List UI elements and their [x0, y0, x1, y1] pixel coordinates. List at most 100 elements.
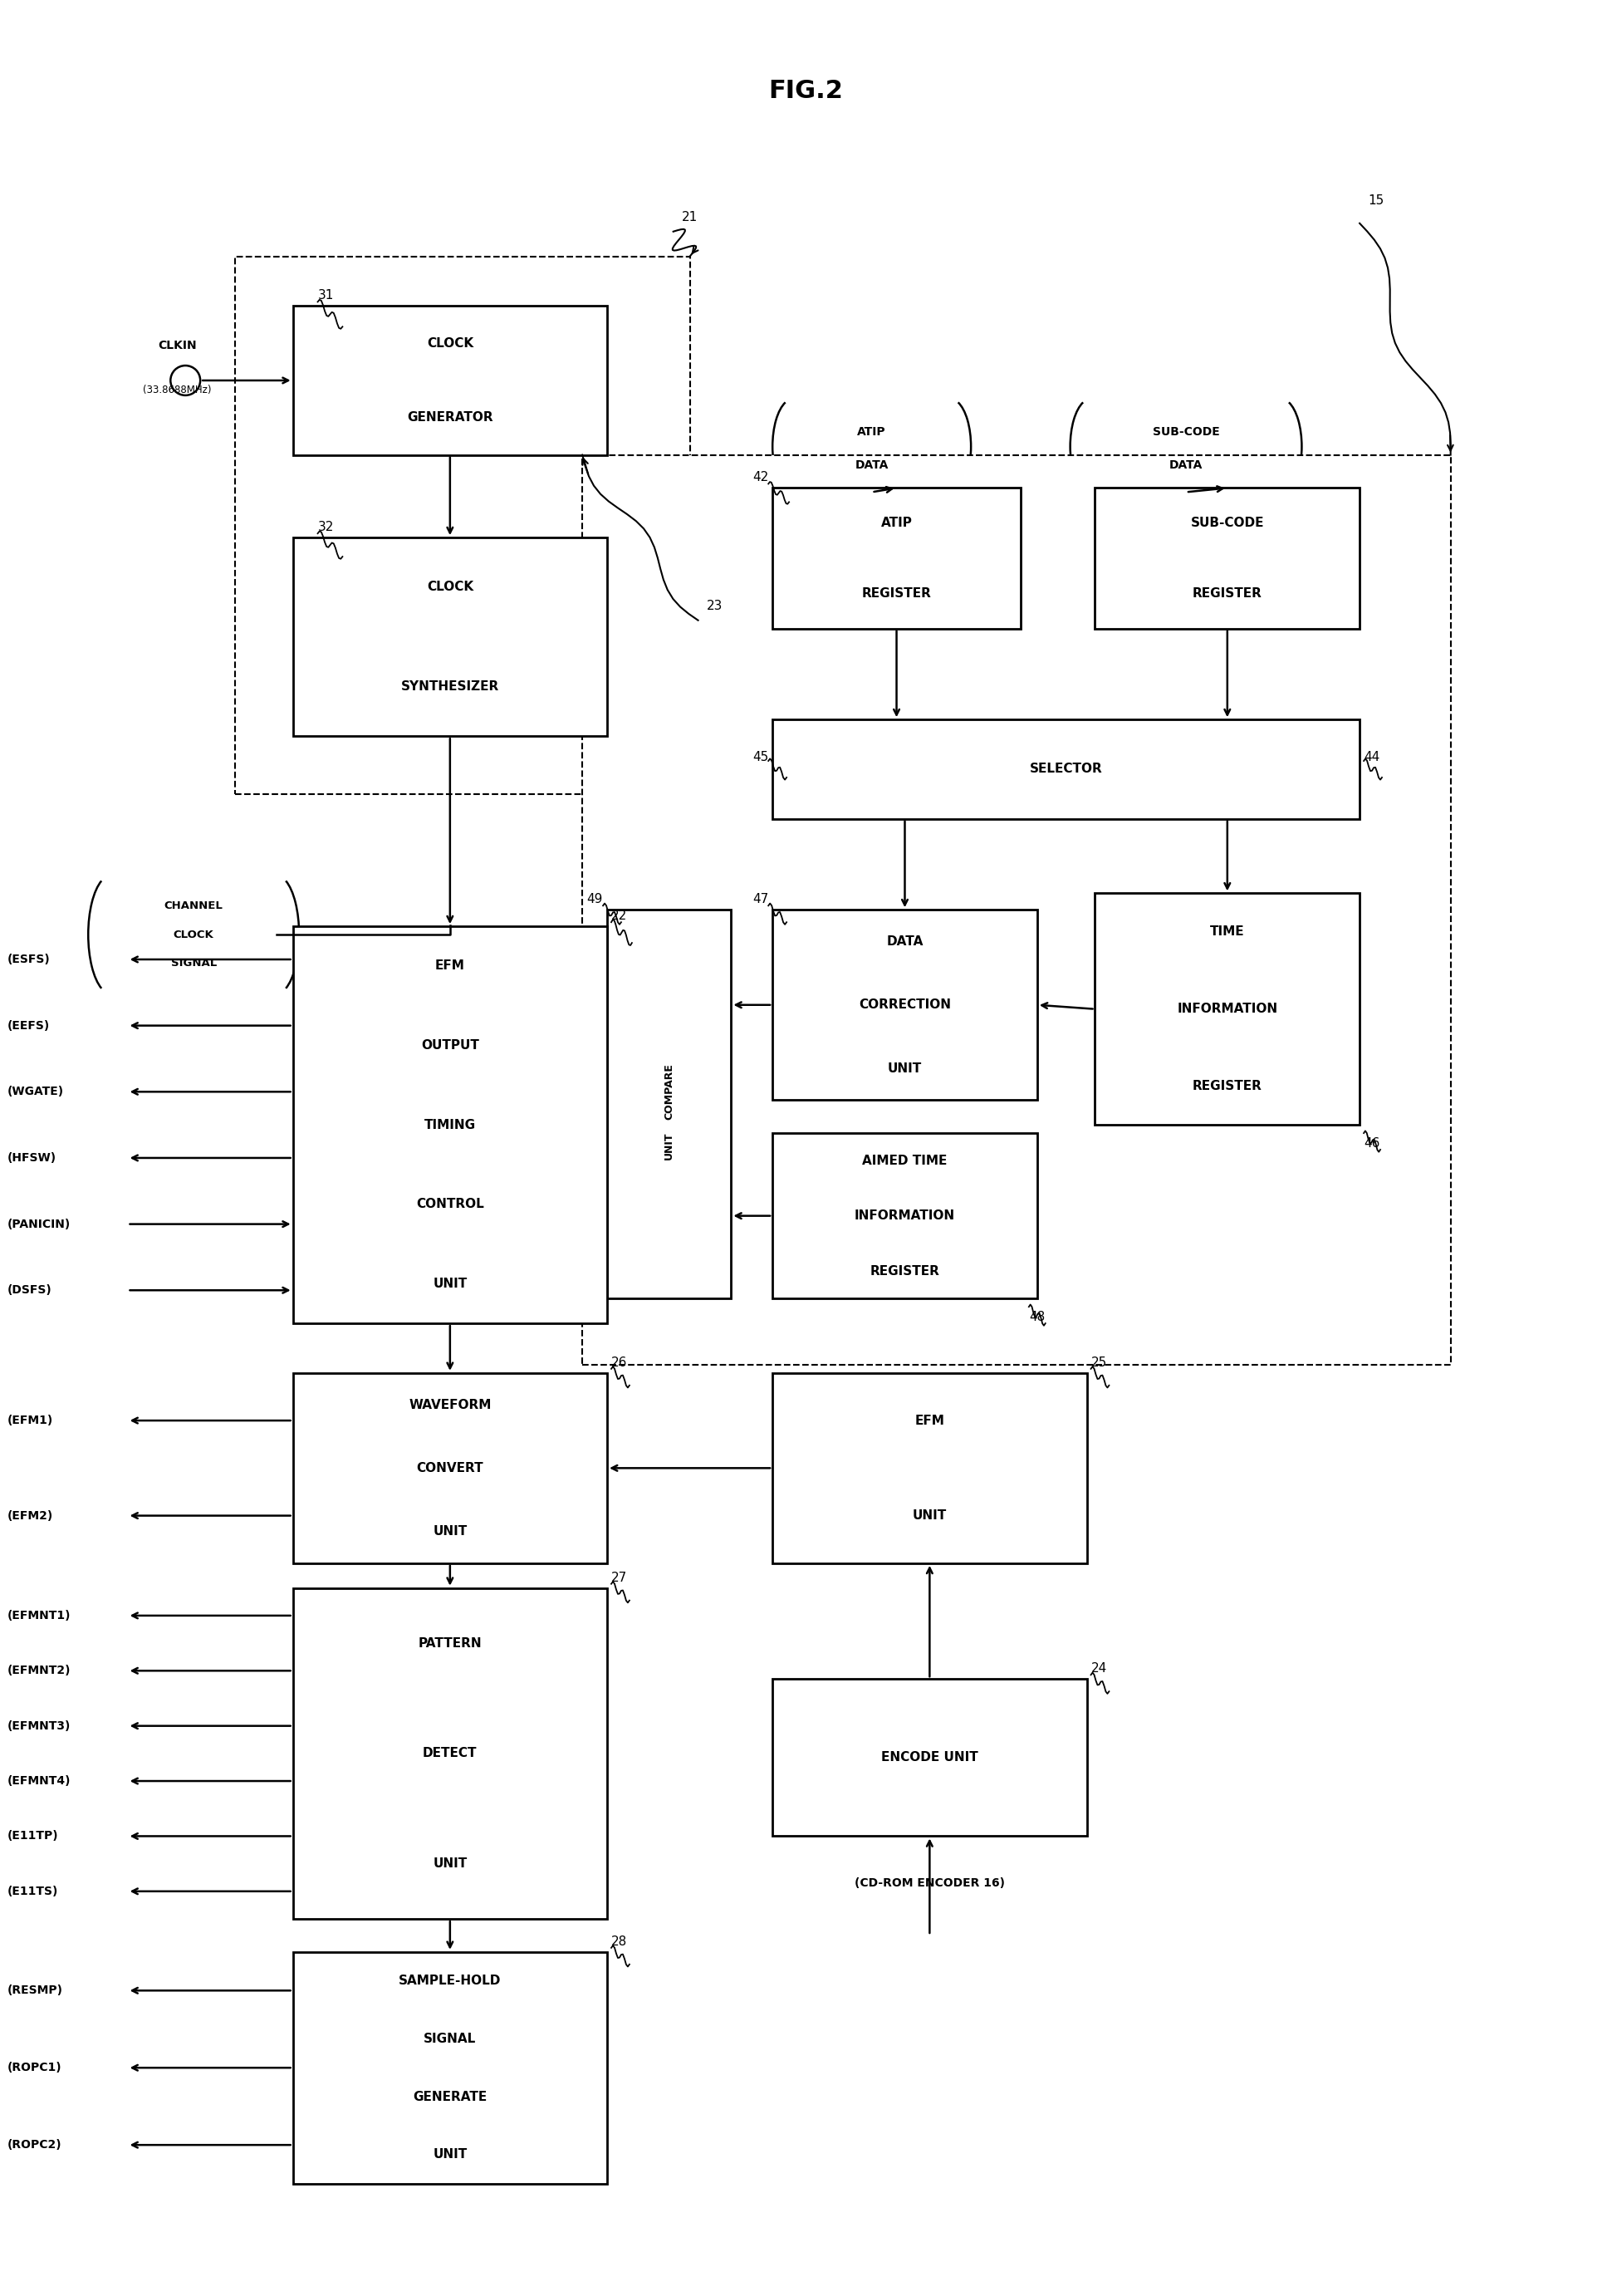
Text: 27: 27	[611, 1570, 627, 1584]
Text: (EFMNT2): (EFMNT2)	[8, 1665, 71, 1676]
Text: CHANNEL: CHANNEL	[164, 900, 222, 912]
Text: UNIT: UNIT	[434, 2149, 467, 2161]
Text: CONVERT: CONVERT	[416, 1463, 484, 1474]
Text: 23: 23	[706, 599, 722, 613]
Text: ATIP: ATIP	[880, 517, 912, 530]
Text: UNIT: UNIT	[664, 1132, 674, 1159]
Text: SYNTHESIZER: SYNTHESIZER	[401, 680, 500, 693]
Text: TIME: TIME	[1211, 925, 1244, 939]
Text: SUB-CODE: SUB-CODE	[1153, 425, 1220, 439]
Text: CLOCK: CLOCK	[427, 581, 474, 592]
Bar	[772, 489, 1020, 629]
Text: (EFMNT1): (EFMNT1)	[8, 1609, 71, 1621]
Text: CORRECTION: CORRECTION	[859, 999, 951, 1010]
Text: DATA: DATA	[887, 934, 924, 948]
Text: (DSFS): (DSFS)	[8, 1283, 52, 1295]
Text: ATIP: ATIP	[858, 425, 887, 439]
Text: (EFM2): (EFM2)	[8, 1511, 53, 1522]
Bar	[293, 1952, 608, 2183]
Bar	[772, 1373, 1086, 1564]
Bar	[772, 909, 1037, 1100]
Text: REGISTER: REGISTER	[870, 1265, 940, 1277]
Text: 45: 45	[753, 751, 769, 762]
Text: 31: 31	[318, 289, 334, 301]
Text: (EFMNT3): (EFMNT3)	[8, 1720, 71, 1731]
Text: FIG.2: FIG.2	[769, 78, 843, 103]
Bar	[772, 1134, 1037, 1300]
Text: 32: 32	[318, 521, 334, 533]
Text: 46: 46	[1364, 1137, 1380, 1150]
Text: GENERATE: GENERATE	[413, 2089, 487, 2103]
Text: DATA: DATA	[1169, 459, 1203, 471]
Text: (33.8688MHz): (33.8688MHz)	[143, 383, 211, 395]
Bar	[293, 1373, 608, 1564]
Text: 49: 49	[587, 893, 603, 905]
Bar	[608, 909, 732, 1300]
Text: (PANICIN): (PANICIN)	[8, 1219, 71, 1231]
Bar	[772, 719, 1359, 820]
Text: CONTROL: CONTROL	[416, 1199, 484, 1210]
Bar	[772, 1678, 1086, 1837]
Text: REGISTER: REGISTER	[862, 588, 932, 599]
Text: 48: 48	[1028, 1311, 1045, 1322]
Text: 21: 21	[682, 211, 698, 223]
Text: 44: 44	[1364, 751, 1380, 762]
Text: SUB-CODE: SUB-CODE	[1191, 517, 1264, 530]
Bar	[293, 925, 608, 1322]
Text: (ROPC1): (ROPC1)	[8, 2062, 63, 2073]
Bar	[293, 1589, 608, 1919]
Text: REGISTER: REGISTER	[1193, 1079, 1262, 1093]
Text: EFM: EFM	[435, 960, 464, 971]
Text: GENERATOR: GENERATOR	[406, 411, 493, 425]
Bar	[293, 537, 608, 737]
Text: 26: 26	[611, 1357, 627, 1368]
Text: DETECT: DETECT	[422, 1747, 477, 1759]
Text: CLOCK: CLOCK	[174, 930, 214, 939]
Text: REGISTER: REGISTER	[1193, 588, 1262, 599]
Text: 24: 24	[1091, 1662, 1107, 1674]
Text: 42: 42	[753, 471, 769, 484]
Text: INFORMATION: INFORMATION	[1177, 1003, 1278, 1015]
Text: TIMING: TIMING	[424, 1118, 476, 1132]
Text: WAVEFORM: WAVEFORM	[409, 1398, 492, 1412]
Text: (HFSW): (HFSW)	[8, 1153, 56, 1164]
Text: UNIT: UNIT	[434, 1857, 467, 1869]
Text: (RESMP): (RESMP)	[8, 1984, 63, 1995]
Text: (EEFS): (EEFS)	[8, 1019, 50, 1031]
Text: 22: 22	[611, 909, 627, 923]
Bar	[235, 257, 690, 794]
Text: PATTERN: PATTERN	[418, 1637, 482, 1649]
Text: (EFM1): (EFM1)	[8, 1414, 53, 1426]
Text: 25: 25	[1091, 1357, 1107, 1368]
Text: UNIT: UNIT	[434, 1525, 467, 1538]
Bar	[1095, 893, 1359, 1125]
Text: UNIT: UNIT	[434, 1277, 467, 1290]
Bar	[293, 305, 608, 455]
Text: SELECTOR: SELECTOR	[1030, 762, 1103, 776]
Text: COMPARE: COMPARE	[664, 1063, 674, 1120]
Text: SAMPLE-HOLD: SAMPLE-HOLD	[398, 1975, 501, 1986]
Text: SIGNAL: SIGNAL	[171, 957, 216, 969]
Text: DATA: DATA	[854, 459, 888, 471]
Text: SIGNAL: SIGNAL	[424, 2032, 476, 2046]
Bar	[1095, 489, 1359, 629]
Text: CLOCK: CLOCK	[427, 338, 474, 349]
Text: (ROPC2): (ROPC2)	[8, 2140, 63, 2151]
Text: ENCODE UNIT: ENCODE UNIT	[882, 1752, 978, 1763]
Text: OUTPUT: OUTPUT	[421, 1040, 479, 1052]
Text: (CD-ROM ENCODER 16): (CD-ROM ENCODER 16)	[854, 1878, 1004, 1890]
Text: (WGATE): (WGATE)	[8, 1086, 64, 1097]
Text: (E11TP): (E11TP)	[8, 1830, 58, 1841]
Text: EFM: EFM	[914, 1414, 945, 1426]
Text: UNIT: UNIT	[912, 1508, 946, 1522]
Text: UNIT: UNIT	[888, 1063, 922, 1075]
Text: (EFMNT4): (EFMNT4)	[8, 1775, 71, 1786]
Text: 15: 15	[1369, 195, 1383, 207]
Text: INFORMATION: INFORMATION	[854, 1210, 956, 1221]
Bar	[582, 455, 1451, 1364]
Text: AIMED TIME: AIMED TIME	[862, 1155, 948, 1166]
Text: 28: 28	[611, 1936, 627, 1947]
Text: 47: 47	[753, 893, 769, 905]
Text: CLKIN: CLKIN	[158, 340, 197, 351]
Text: (E11TS): (E11TS)	[8, 1885, 58, 1896]
